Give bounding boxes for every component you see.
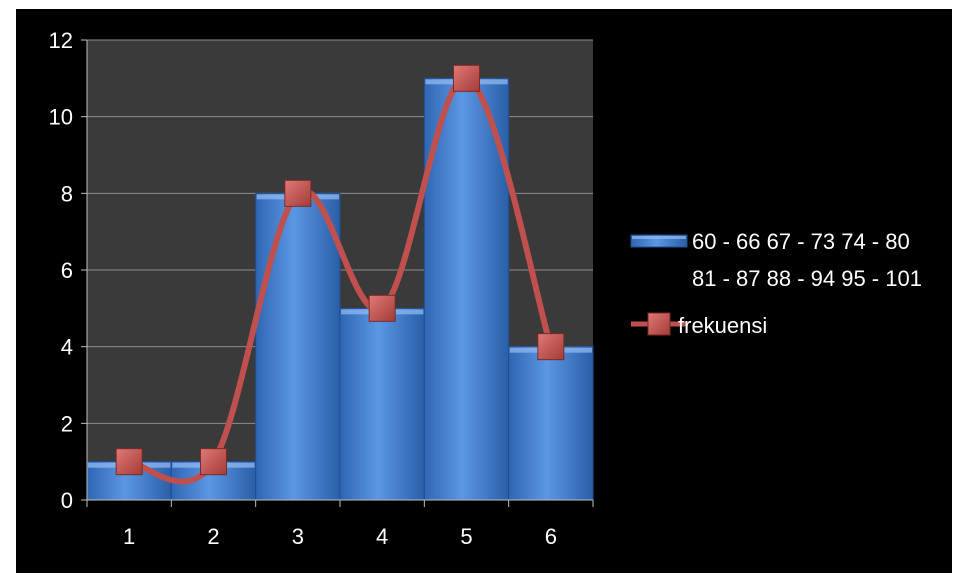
x-tick-label: 1	[123, 524, 135, 549]
x-tick-label: 5	[460, 524, 472, 549]
y-tick-label: 10	[49, 105, 73, 130]
bar-5	[423, 77, 510, 501]
legend: 60 - 66 67 - 73 74 - 80 81 - 87 88 - 94 …	[630, 229, 922, 338]
legend-bar-label-line1: 60 - 66 67 - 73 74 - 80	[692, 229, 910, 254]
line-marker-5	[453, 64, 480, 92]
legend-line-swatch	[631, 312, 686, 336]
y-tick-label: 2	[61, 411, 73, 436]
bar-6	[508, 346, 594, 501]
legend-bar-label-line2: 81 - 87 88 - 94 95 - 101	[692, 266, 922, 291]
x-tick-label: 2	[207, 524, 219, 549]
bar-4	[339, 307, 425, 501]
chart-frame: 0 2 4 6 8 10 12 1 2 3 4 5 6 60 - 66 67 - 73 74 - 80 …	[16, 9, 952, 573]
x-tick-label: 6	[545, 524, 557, 549]
legend-line-label: frekuensi	[678, 313, 767, 338]
y-tick-label: 4	[61, 335, 73, 360]
line-marker-3	[284, 179, 312, 207]
line-marker-1	[115, 448, 143, 476]
x-tick-label: 3	[292, 524, 304, 549]
legend-bar-swatch	[630, 234, 688, 248]
y-tick-label: 8	[61, 181, 73, 206]
line-marker-6	[537, 333, 565, 361]
line-marker-2	[200, 448, 227, 476]
line-marker-4	[368, 294, 396, 322]
y-tick-label: 6	[61, 258, 73, 283]
y-tick-label: 0	[61, 488, 73, 513]
y-tick-label: 12	[49, 28, 73, 53]
bar-3	[255, 192, 341, 501]
frequency-line	[115, 64, 565, 485]
x-tick-label: 4	[376, 524, 388, 549]
